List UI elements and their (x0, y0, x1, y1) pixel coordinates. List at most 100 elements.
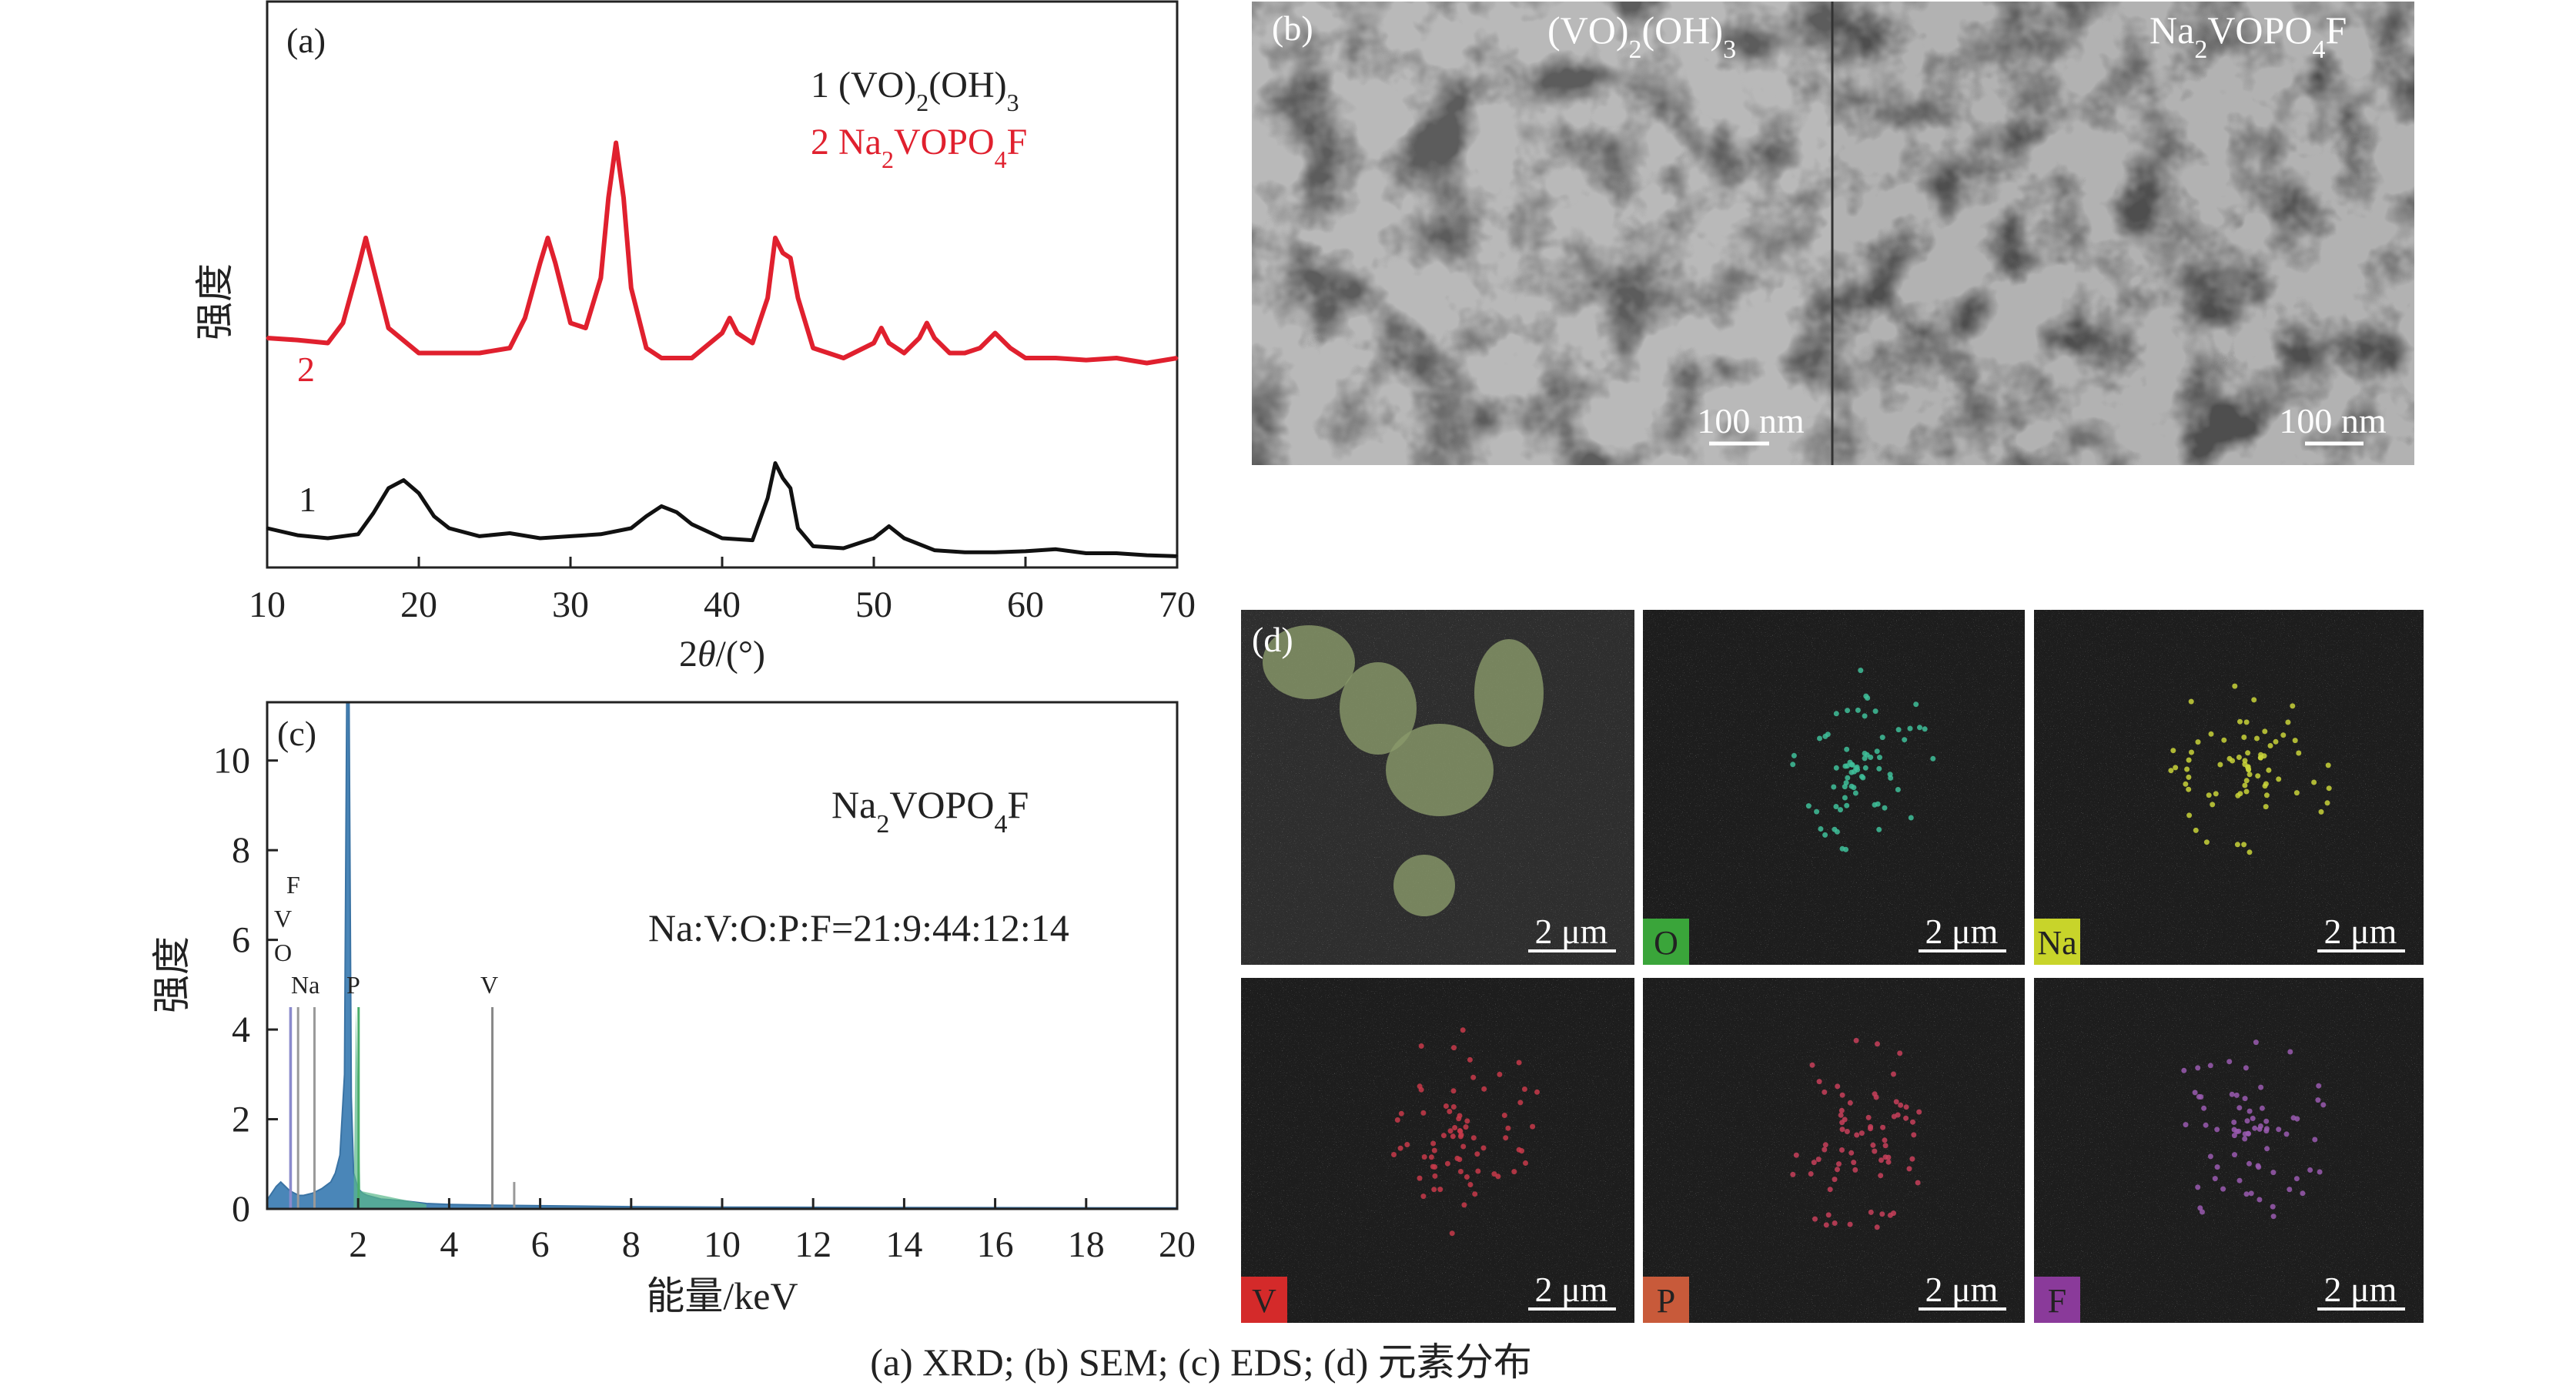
element-signal-dot (1481, 1086, 1487, 1092)
xrd-series-2-point (797, 297, 799, 300)
element-signal-dot (2257, 1127, 2263, 1132)
xrd-curve-label-1: 1 (299, 480, 316, 519)
xrd-series-2-point (524, 317, 526, 320)
element-signal-dot (2220, 1187, 2226, 1192)
element-signal-dot (1522, 1086, 1527, 1092)
xrd-series-1-point (1085, 552, 1087, 554)
xrd-series-1-point (1055, 548, 1057, 551)
eds-spectrum-area (267, 702, 1177, 1209)
sem-image-left-texture (1252, 2, 1832, 465)
element-signal-dot (1866, 1115, 1872, 1120)
xrd-series-2-point (964, 352, 966, 354)
xrd-series-2-point (903, 352, 905, 354)
element-signal-dot (1420, 1193, 1426, 1199)
element-signal-dot (2210, 802, 2215, 807)
xrd-series-1-point (266, 527, 269, 530)
element-signal-dot (1517, 1060, 1522, 1066)
element-signal-dot (1840, 1093, 1845, 1098)
element-signal-dot (1430, 1141, 1436, 1147)
element-signal-dot (1848, 1222, 1853, 1227)
element-signal-dot (2208, 1153, 2213, 1159)
eds-peak-label-p: P (346, 971, 360, 999)
element-signal-dot (2316, 1083, 2321, 1089)
element-signal-dot (1868, 1124, 1873, 1130)
element-signal-dot (1791, 753, 1797, 758)
xrd-series-2-point (918, 337, 921, 340)
element-signal-dot (2206, 792, 2212, 798)
element-signal-dot (1445, 1161, 1450, 1167)
sem-image-right-texture (1832, 2, 2414, 465)
element-signal-dot (1530, 1124, 1535, 1130)
element-signal-dot (1441, 1133, 1447, 1138)
element-signal-dot (1883, 1154, 1889, 1160)
xrd-series-2-point (296, 339, 299, 341)
element-signal-dot (2243, 1065, 2249, 1070)
xrd-panel: 10 20 30 40 50 60 70 (a) 强度 2θ/(°) 1 (VO)2(OH)… (193, 2, 1196, 675)
element-signal-dot (1835, 1167, 1840, 1172)
xrd-series-2-point (691, 357, 693, 360)
element-signal-dot (2230, 758, 2235, 764)
sem-panel: (b) (VO)2(OH)3 Na2VOPO4F 100 nm 100 nm (1252, 2, 2414, 465)
xrd-series-1-point (691, 523, 693, 525)
element-signal-dot (2312, 1137, 2317, 1143)
element-signal-dot (1450, 1230, 1455, 1236)
element-signal-dot (1457, 1113, 1463, 1119)
element-signal-dot (1816, 1157, 1822, 1162)
element-signal-dot (1835, 1083, 1840, 1089)
element-signal-dot (2244, 1191, 2250, 1197)
xrd-series-2-point (994, 332, 996, 334)
eds-y-tick-label: 8 (232, 830, 250, 871)
element-signal-dot (1895, 787, 1901, 792)
eds-x-tick-label: 12 (795, 1224, 831, 1265)
element-signal-dot (1875, 1041, 1880, 1046)
xrd-curves (266, 142, 1179, 557)
element-signal-dot (2268, 743, 2273, 748)
element-signal-dot (2196, 739, 2201, 745)
element-signal-dot (1838, 1113, 1844, 1118)
xrd-series-2-point (600, 277, 602, 280)
element-signal-dot (1868, 1210, 1874, 1215)
xrd-series-2-point (873, 342, 875, 344)
element-signal-dot (2270, 1170, 2276, 1175)
element-signal-dot (1417, 1083, 1423, 1089)
xrd-series-2-point (789, 257, 791, 259)
element-signal-dot (1844, 803, 1849, 808)
element-signal-dot (2186, 775, 2191, 780)
element-signal-dot (1460, 1144, 1466, 1150)
xrd-series-2-point (623, 197, 625, 199)
xrd-series-1-point (781, 477, 784, 480)
element-signal-dot (2319, 809, 2324, 815)
eds-y-tick-label: 6 (232, 920, 250, 961)
element-map-scale-label: 2 μm (2324, 912, 2397, 951)
element-signal-dot (1806, 803, 1812, 808)
eds-x-tick-label: 10 (704, 1224, 741, 1265)
element-signal-dot (1534, 1090, 1540, 1095)
element-map-tiles: 2 μm 2 μmO 2 μmNa2 μmV 2 μmP 2 μmF (1239, 608, 2425, 1324)
element-signal-dot (1873, 708, 1878, 714)
eds-x-tick-label: 8 (622, 1224, 641, 1265)
figure-caption: (a) XRD; (b) SEM; (c) EDS; (d) 元素分布 (870, 1341, 1532, 1384)
element-signal-dot (2244, 778, 2250, 783)
element-signal-dot (1790, 762, 1795, 767)
element-signal-dot (1851, 785, 1856, 790)
xrd-series-2-point (979, 347, 981, 350)
element-signal-dot (2276, 776, 2281, 782)
element-signal-dot (1879, 1211, 1885, 1217)
element-signal-dot (1454, 1156, 1460, 1161)
element-signal-dot (2280, 732, 2286, 738)
element-signal-dot (2184, 767, 2190, 772)
element-signal-dot (1844, 747, 1849, 752)
element-signal-dot (1481, 1145, 1487, 1150)
element-signal-dot (1472, 1191, 1477, 1197)
element-signal-dot (1852, 769, 1857, 775)
element-signal-dot (1447, 1109, 1452, 1114)
element-signal-dot (2263, 782, 2269, 787)
element-signal-dot (1880, 1125, 1885, 1130)
eds-y-axis-label: 强度 (150, 936, 193, 1013)
sem-panel-label: (b) (1272, 8, 1313, 48)
xrd-series-1-line (267, 464, 1177, 557)
element-signal-dot (2232, 684, 2237, 689)
eds-y-tick-label: 2 (232, 1100, 250, 1140)
xrd-series-1-point (751, 539, 754, 541)
